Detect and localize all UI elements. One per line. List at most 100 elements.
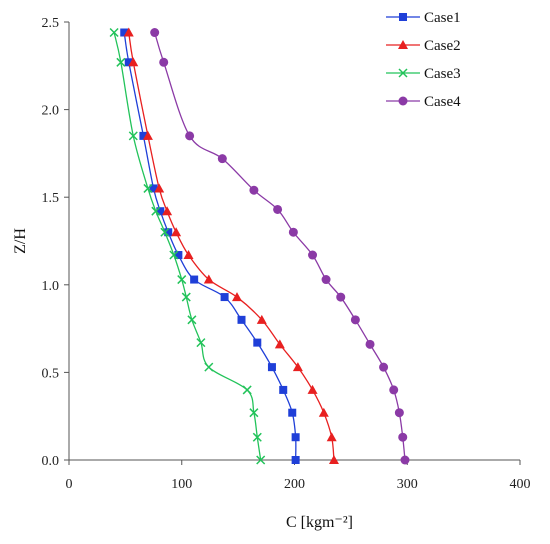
series-case4-point [336, 292, 346, 302]
series-case4-point [365, 339, 375, 349]
legend-label: Case3 [424, 66, 461, 82]
series-case3-point [128, 131, 138, 141]
series-case4 [150, 28, 410, 465]
series-case2-point [307, 384, 318, 394]
series-case4-point [379, 362, 389, 372]
series-case3-point [249, 408, 259, 418]
legend-swatch-marker [398, 68, 408, 78]
series-case4-point [288, 227, 298, 237]
series-case1-point [237, 315, 246, 324]
legend: Case1 Case2 Case3 Case4 [386, 10, 461, 110]
series-case3-point [181, 292, 191, 302]
series-case2-point [162, 206, 173, 216]
series-case1-point [291, 433, 300, 442]
y-tick-label: 1.5 [42, 191, 60, 206]
series-case3-point [169, 250, 179, 260]
series-case4-point [159, 57, 169, 67]
series-case1-point [120, 28, 129, 37]
y-tick-label: 2.5 [42, 16, 60, 31]
series-case3-point [109, 27, 119, 38]
series-case3-point [204, 362, 214, 372]
axes: 0 100 200 300 400 0.0 0.5 1.0 1.5 2.0 2.5 [42, 16, 531, 492]
x-axis-title: C [kgm⁻²] [286, 514, 353, 531]
legend-label: Case4 [424, 94, 461, 110]
series-case1-point [267, 363, 276, 372]
series-case3-point [151, 206, 161, 216]
legend-swatch-marker [398, 40, 408, 49]
series-case1-point [164, 228, 173, 237]
series-case2-point [123, 27, 134, 37]
series-case3-point [143, 183, 153, 193]
series-case1-point [279, 385, 288, 394]
series-case3 [109, 27, 266, 465]
legend-label: Case2 [424, 38, 461, 54]
series-case3-point [252, 432, 262, 442]
series-case1-point [190, 275, 199, 284]
x-tick-label: 100 [171, 477, 192, 492]
series-case1-point [149, 184, 158, 193]
series-case1-point [156, 207, 165, 216]
series-case2-point [328, 455, 339, 464]
series-case3-point [256, 455, 266, 465]
series-case3-point [242, 385, 252, 395]
series-case3-point [187, 315, 197, 325]
series-case2-point [203, 274, 214, 284]
series-case1-point [139, 131, 148, 140]
legend-swatch-marker [399, 13, 407, 21]
series-case2-point [128, 57, 139, 67]
series-case2-point [292, 362, 303, 372]
series-case4-point [273, 204, 283, 214]
series-case2-point [274, 339, 285, 349]
series-case3-line [113, 32, 262, 461]
y-tick-label: 0.0 [42, 454, 60, 469]
legend-label: Case1 [424, 10, 461, 26]
series-case4-point [389, 385, 399, 395]
series-case2-point [142, 130, 153, 140]
x-tick-label: 0 [66, 477, 73, 492]
series-case4-point [398, 432, 408, 442]
y-tick-label: 1.0 [42, 279, 60, 294]
x-tick-label: 300 [397, 477, 418, 492]
series-case4-point [150, 28, 160, 38]
series-case4-point [400, 455, 410, 465]
series-case1-point [174, 251, 183, 260]
series-case2-point [326, 432, 337, 442]
series-case2 [123, 27, 339, 464]
series-case4-point [350, 315, 360, 325]
y-axis-title: Z/H [12, 228, 29, 254]
series-case2-point [171, 227, 182, 237]
series-case3-point [196, 338, 206, 348]
x-tick-label: 200 [284, 477, 305, 492]
series-case1-line [123, 32, 297, 461]
series-case1-point [124, 58, 133, 67]
series-case1-point [288, 408, 297, 417]
series-case4-point [185, 131, 195, 141]
y-tick-label: 0.5 [42, 366, 60, 381]
series-case4-point [217, 154, 227, 164]
legend-item-case1: Case1 [386, 10, 461, 26]
series-case3-point [177, 275, 187, 285]
series-case4-point [321, 275, 331, 285]
series-case1 [120, 28, 300, 464]
series-case2-point [231, 292, 242, 302]
series-case2-point [318, 407, 329, 417]
series-case3-point [160, 227, 170, 237]
series-case4-point [249, 185, 259, 195]
series-case4-point [308, 250, 318, 260]
series-case1-point [220, 293, 229, 302]
series-case4-point [394, 408, 404, 418]
x-tick-label: 400 [510, 477, 531, 492]
series-case1-point [253, 338, 262, 347]
series-case2-point [154, 183, 165, 193]
legend-item-case2: Case2 [386, 38, 461, 54]
series-layer [109, 27, 410, 465]
series-case1-point [291, 456, 300, 464]
series-case2-line [128, 32, 335, 461]
series-case2-point [256, 314, 267, 324]
legend-swatch-marker [398, 96, 408, 106]
series-case3-point [116, 57, 126, 67]
y-tick-label: 2.0 [42, 104, 60, 119]
legend-item-case3: Case3 [386, 66, 461, 82]
